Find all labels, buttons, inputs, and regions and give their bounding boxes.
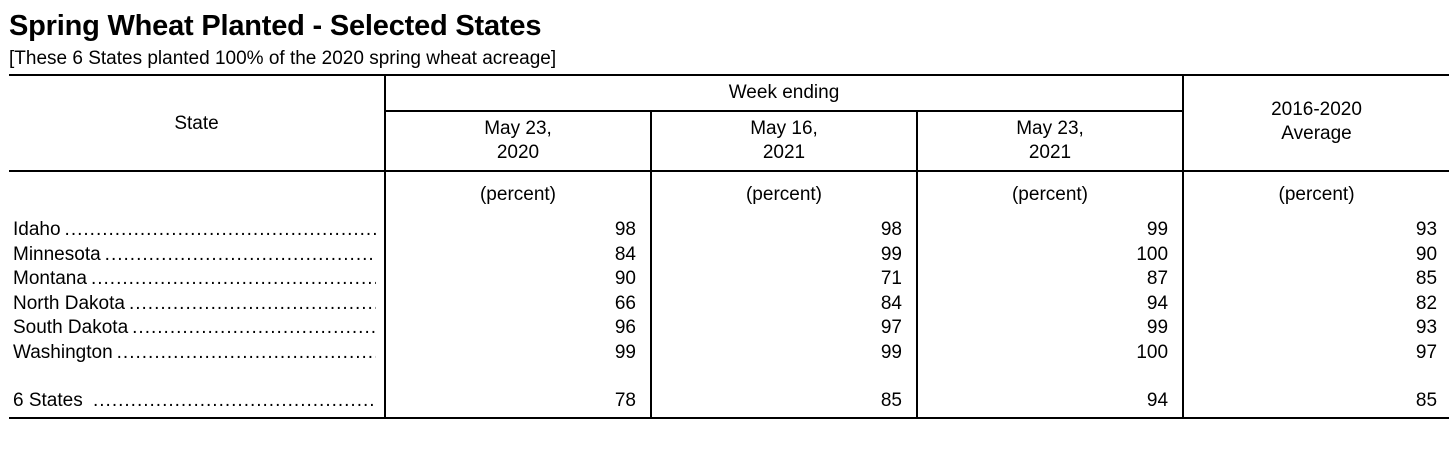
state-column-header: State [9, 74, 385, 172]
value-cell: 94 [915, 291, 1184, 316]
value-cell: 99 [650, 242, 917, 267]
value-cell: 90 [384, 267, 651, 292]
dot-leader: ........................................… [64, 219, 376, 240]
value-cell: 99 [915, 316, 1184, 341]
state-name-cell: Montana.................................… [9, 267, 385, 292]
table-row: Minnesota...............................… [9, 242, 1450, 268]
value-cell: 99 [915, 218, 1184, 243]
value-cell: 96 [384, 316, 651, 341]
column-header-line1: May 23, [1016, 118, 1084, 139]
column-header-line2: 2021 [1028, 142, 1072, 163]
column-header-line2: 2021 [762, 142, 806, 163]
column-header-line2: 2020 [496, 142, 540, 163]
table-row: North Dakota............................… [9, 291, 1450, 317]
state-name: Washington [13, 341, 113, 363]
total-value-cell: 85 [1182, 389, 1450, 419]
value-cell: 90 [1182, 242, 1450, 267]
week-ending-header: Week ending [383, 74, 1184, 112]
planting-progress-table: State Week ending 2016-2020 Average May … [9, 74, 1450, 419]
state-name-cell: Idaho...................................… [9, 218, 385, 243]
total-row: 6 States ...............................… [9, 389, 1450, 419]
state-name-cell: South Dakota............................… [9, 316, 385, 341]
value-cell: 66 [384, 291, 651, 316]
total-value-cell: 78 [384, 389, 651, 419]
table-row: South Dakota............................… [9, 316, 1450, 341]
state-name: Montana [13, 268, 87, 289]
value-cell: 100 [915, 340, 1184, 365]
value-cell: 84 [650, 291, 917, 316]
units-cell: (percent) [384, 171, 651, 218]
value-cell: 97 [650, 316, 917, 341]
column-header-may16-2021: May 16, 2021 [650, 111, 917, 172]
total-name-cell: 6 States ...............................… [9, 389, 385, 419]
total-value-cell: 94 [915, 389, 1184, 419]
value-cell: 71 [650, 267, 917, 292]
state-name-cell: Minnesota...............................… [9, 243, 385, 268]
state-name-cell: North Dakota............................… [9, 292, 385, 317]
units-cell: (percent) [1182, 171, 1450, 218]
state-name: South Dakota [13, 317, 129, 338]
value-cell: 98 [650, 218, 917, 243]
value-cell: 93 [1182, 316, 1450, 341]
table-row: Washington..............................… [9, 340, 1450, 366]
units-row: (percent) (percent) (percent) (percent) [9, 171, 1450, 218]
state-name-cell: Washington..............................… [9, 341, 385, 366]
table-row: Idaho...................................… [9, 218, 1450, 243]
value-cell: 97 [1182, 340, 1450, 365]
spacer-row [9, 365, 1450, 389]
total-value-cell: 85 [650, 389, 917, 419]
week-ending-label: Week ending [728, 82, 840, 103]
page-subtitle: [These 6 States planted 100% of the 2020… [9, 48, 557, 69]
average-column-header: 2016-2020 Average [1182, 74, 1450, 172]
column-header-may23-2021: May 23, 2021 [915, 111, 1184, 172]
dot-leader: ........................................… [128, 292, 376, 314]
value-cell: 87 [915, 267, 1184, 292]
value-cell: 85 [1182, 267, 1450, 292]
column-header-may23-2020: May 23, 2020 [384, 111, 651, 172]
value-cell: 100 [915, 242, 1184, 267]
units-cell-state [9, 171, 385, 218]
value-cell: 99 [384, 340, 651, 365]
total-label: 6 States [13, 390, 83, 411]
column-header-line1: May 23, [484, 118, 552, 139]
dot-leader: ........................................… [92, 390, 376, 411]
state-header-label: State [174, 113, 219, 134]
dot-leader: ........................................… [116, 341, 376, 363]
page-title: Spring Wheat Planted - Selected States [9, 10, 542, 42]
value-cell: 82 [1182, 291, 1450, 316]
value-cell: 93 [1182, 218, 1450, 243]
dot-leader: ........................................… [90, 268, 376, 289]
average-header-line1: 2016-2020 [1271, 99, 1362, 120]
value-cell: 84 [384, 242, 651, 267]
units-cell: (percent) [650, 171, 917, 218]
state-name: Minnesota [13, 243, 101, 265]
value-cell: 99 [650, 340, 917, 365]
table-row: Montana.................................… [9, 267, 1450, 292]
column-header-line1: May 16, [750, 118, 818, 139]
average-header-line2: Average [1281, 123, 1352, 144]
state-name: North Dakota [13, 292, 125, 314]
state-name: Idaho [13, 219, 61, 240]
units-cell: (percent) [915, 171, 1184, 218]
value-cell: 98 [384, 218, 651, 243]
dot-leader: ........................................… [132, 317, 376, 338]
dot-leader: ........................................… [104, 243, 376, 265]
